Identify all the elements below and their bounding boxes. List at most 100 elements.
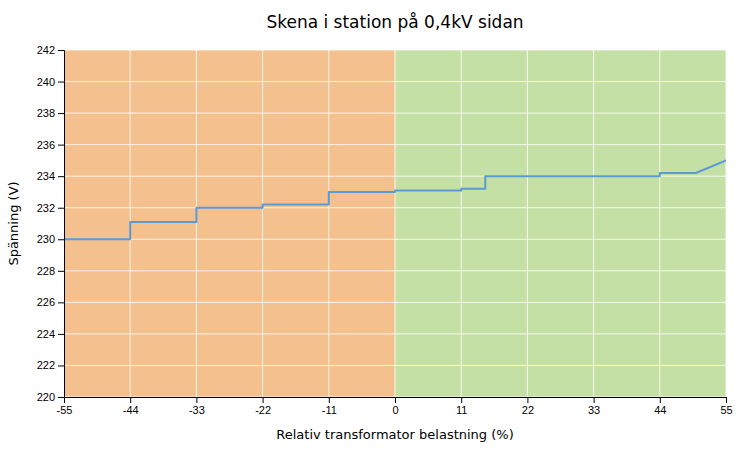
tick-label: 55 xyxy=(720,404,732,416)
tick-mark xyxy=(726,397,727,403)
tick-mark xyxy=(660,397,661,403)
grid-line xyxy=(64,333,726,334)
tick-mark xyxy=(58,239,64,240)
tick-label: -11 xyxy=(322,404,337,416)
y-axis-label: Spänning (V) xyxy=(6,181,21,265)
tick-mark xyxy=(263,397,264,403)
grid-line xyxy=(64,207,726,208)
tick-mark xyxy=(58,50,64,51)
grid-line xyxy=(395,50,396,397)
tick-mark xyxy=(58,176,64,177)
tick-mark xyxy=(196,397,197,403)
tick: 232 xyxy=(37,202,64,214)
grid-line xyxy=(262,50,263,397)
tick: 228 xyxy=(37,265,64,277)
tick-label: -33 xyxy=(189,404,205,416)
tick-mark xyxy=(58,208,64,209)
tick: 44 xyxy=(654,397,666,416)
grid-line xyxy=(196,50,197,397)
tick: -11 xyxy=(322,397,337,416)
tick-label: 22 xyxy=(522,404,534,416)
tick-mark xyxy=(58,302,64,303)
tick: -44 xyxy=(123,397,139,416)
background-band xyxy=(64,50,395,397)
tick: 33 xyxy=(588,397,600,416)
plot-area xyxy=(64,50,726,397)
tick-mark xyxy=(58,271,64,272)
tick-mark xyxy=(461,397,462,403)
tick-mark xyxy=(58,145,64,146)
tick-label: 232 xyxy=(37,202,55,214)
tick: 236 xyxy=(37,139,64,151)
tick-mark xyxy=(395,397,396,403)
tick: 240 xyxy=(37,76,64,88)
grid-line xyxy=(64,270,726,271)
tick: 22 xyxy=(522,397,534,416)
grid-line xyxy=(659,50,660,397)
tick-label: 226 xyxy=(37,296,55,308)
tick-mark xyxy=(58,334,64,335)
tick: 220 xyxy=(37,391,64,403)
tick-mark xyxy=(329,397,330,403)
grid xyxy=(64,50,726,397)
tick-label: 240 xyxy=(37,76,55,88)
title: Skena i station på 0,4kV sidan xyxy=(266,12,523,32)
tick-label: 238 xyxy=(37,107,55,119)
tick-label: -22 xyxy=(255,404,271,416)
background-band xyxy=(395,50,726,397)
tick-label: 0 xyxy=(392,404,398,416)
x-axis-line xyxy=(65,398,727,404)
grid-line xyxy=(64,397,726,398)
tick-label: -44 xyxy=(123,404,139,416)
grid-line xyxy=(64,144,726,145)
tick-label: 44 xyxy=(654,404,666,416)
tick: -33 xyxy=(189,397,205,416)
tick: 222 xyxy=(37,359,64,371)
y-axis: 220 222 224 226 228 230 232 234 236 238 240 242 xyxy=(37,44,65,403)
grid-line xyxy=(64,81,726,82)
tick-label: 220 xyxy=(37,391,55,403)
tick-label: -55 xyxy=(57,404,73,416)
y-axis-line xyxy=(58,51,65,398)
tick: 230 xyxy=(37,233,64,245)
tick: -55 xyxy=(57,397,73,416)
tick-label: 222 xyxy=(37,359,55,371)
grid-line xyxy=(64,239,726,240)
grid-line xyxy=(64,50,726,51)
grid-line xyxy=(527,50,528,397)
tick: 234 xyxy=(37,170,64,182)
tick: 0 xyxy=(392,397,398,416)
tick: 11 xyxy=(456,397,467,416)
tick-label: 228 xyxy=(37,265,55,277)
grid-line xyxy=(64,302,726,303)
tick: 55 xyxy=(720,397,732,416)
tick-label: 236 xyxy=(37,139,55,151)
grid-line xyxy=(461,50,462,397)
tick: 226 xyxy=(37,296,64,308)
grid-line xyxy=(726,50,727,397)
tick-mark xyxy=(527,397,528,403)
tick-label: 33 xyxy=(588,404,600,416)
tick-mark xyxy=(58,365,64,366)
tick-mark xyxy=(594,397,595,403)
grid-line xyxy=(593,50,594,397)
tick-mark xyxy=(130,397,131,403)
tick-mark xyxy=(58,82,64,83)
tick: 224 xyxy=(37,328,64,340)
grid-line xyxy=(64,365,726,366)
tick-label: 11 xyxy=(456,404,467,416)
tick-label: 224 xyxy=(37,328,55,340)
data-line xyxy=(64,160,726,239)
tick-label: 242 xyxy=(37,44,55,56)
tick: 242 xyxy=(37,44,64,56)
tick-label: 234 xyxy=(37,170,55,182)
x-axis-label: Relativ transformator belastning (%) xyxy=(276,427,513,442)
tick: -22 xyxy=(255,397,271,416)
grid-line xyxy=(64,113,726,114)
chart: -55-44-33-22-110112233445522022222422622… xyxy=(0,0,751,451)
x-axis: -55 -44 -33 -22 -11 0 11 22 33 44 55 xyxy=(57,397,733,416)
tick-mark xyxy=(58,397,64,398)
grid-line xyxy=(328,50,329,397)
tick-mark xyxy=(58,113,64,114)
tick-label: 230 xyxy=(37,233,55,245)
